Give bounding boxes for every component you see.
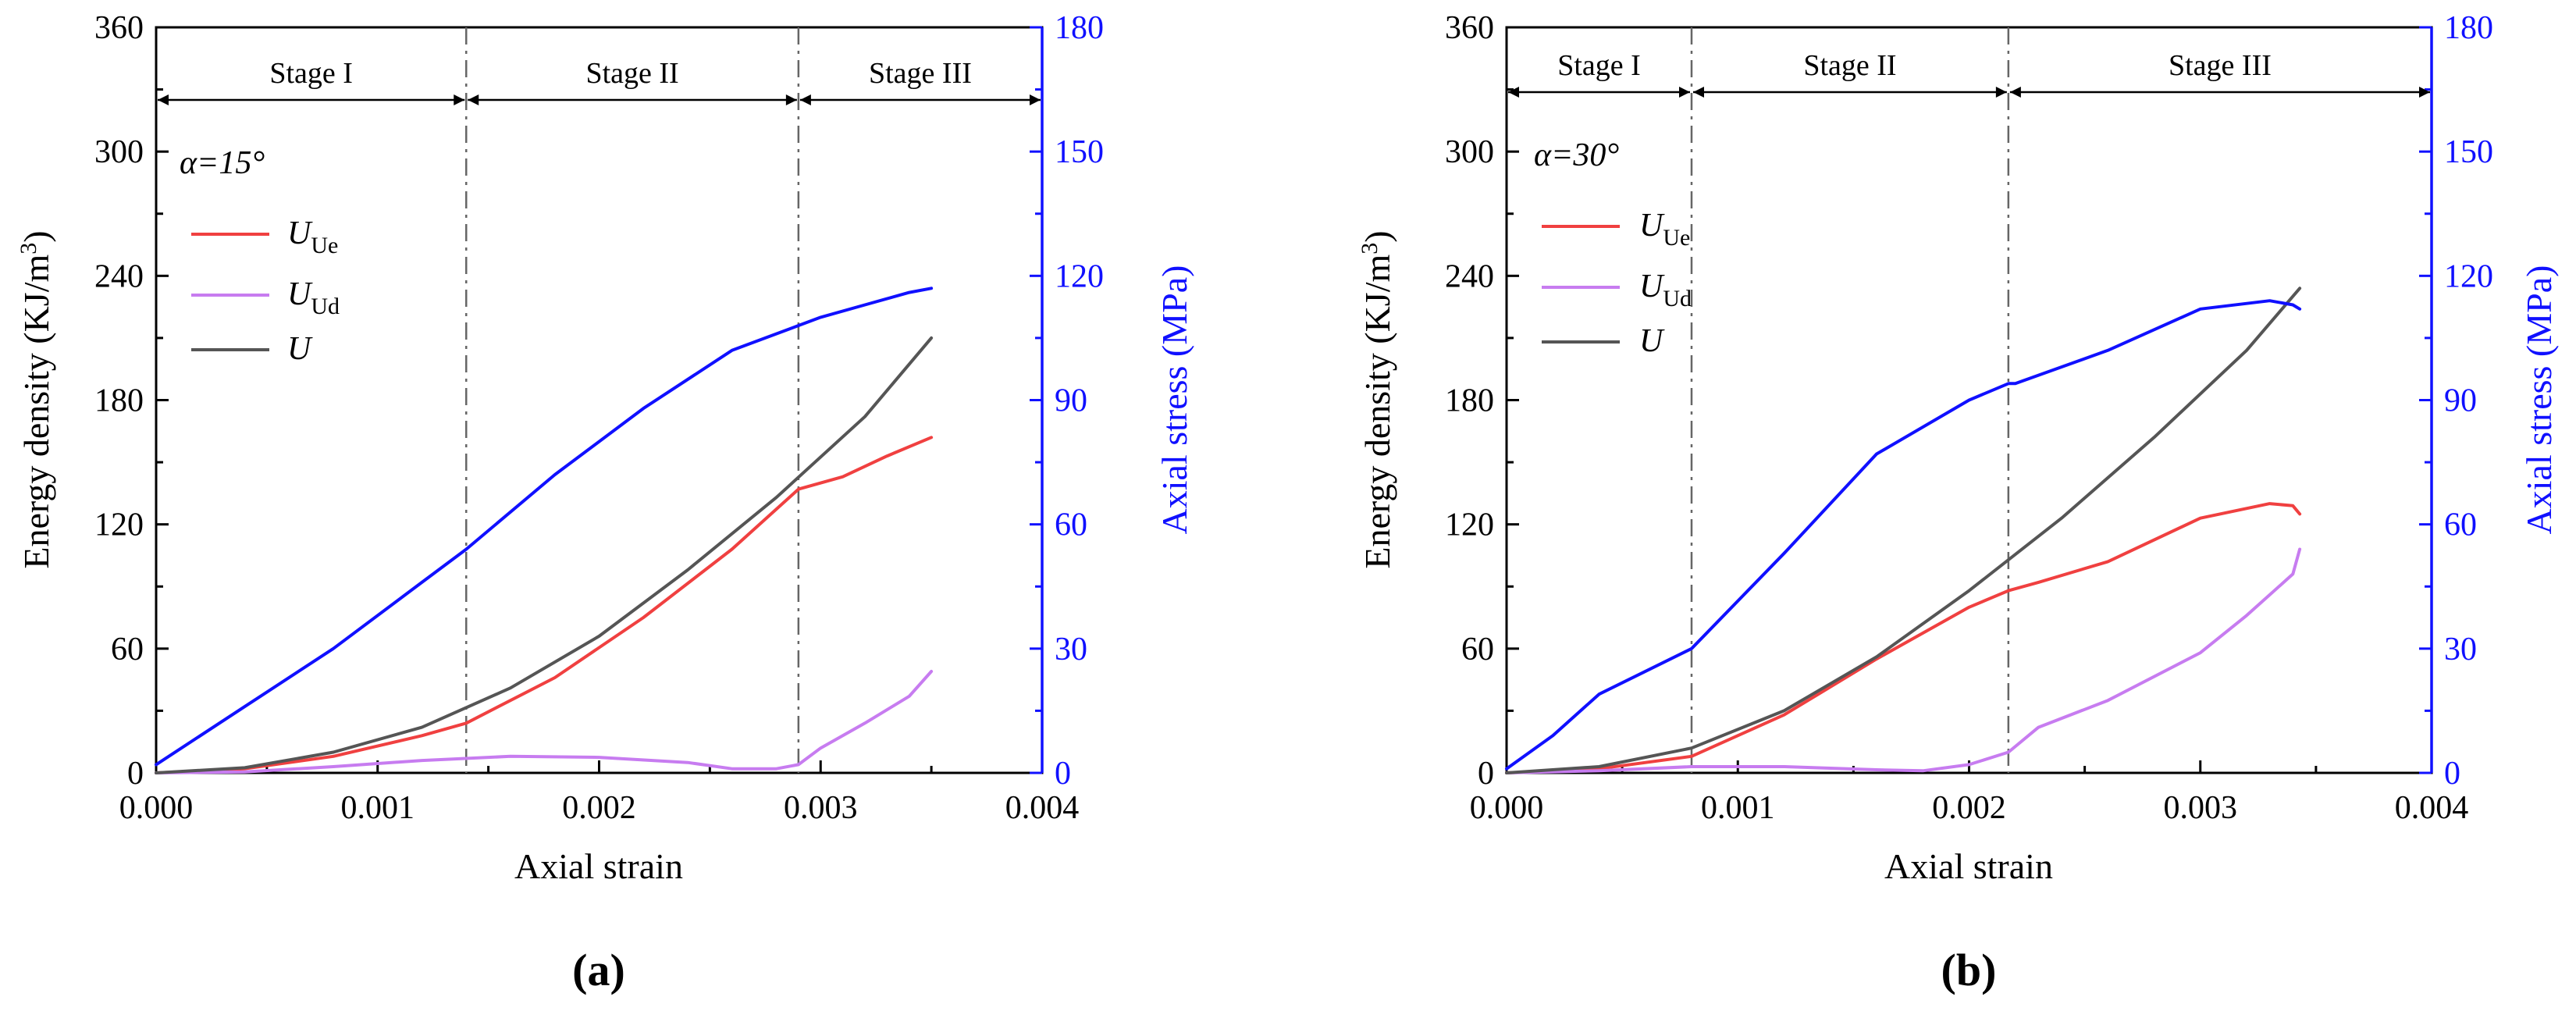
right-y-tick-label: 30 <box>2444 632 2477 667</box>
series-line-ud <box>155 670 934 774</box>
left-y-tick-label: 60 <box>1461 632 1494 667</box>
legend-label-ud: UUd <box>287 276 340 319</box>
left-y-ticks: 0 60 120 180 240 300 360 <box>1445 10 1519 792</box>
stage-arrow-head <box>2419 87 2430 98</box>
left-y-tick-label: 240 <box>1445 258 1494 294</box>
stage-arrow-head <box>158 94 169 105</box>
legend-label-ue: UUe <box>1639 208 1690 251</box>
left-y-tick-label: 360 <box>94 10 144 46</box>
right-y-tick-label: 30 <box>1055 632 1087 667</box>
legend-label-ue: UUe <box>287 215 338 258</box>
legend-label-u: U <box>287 331 313 367</box>
x-ticks: 0.000 0.001 0.002 0.003 0.004 <box>1470 760 2469 826</box>
series-line-ue <box>1505 502 2302 774</box>
series-line-ud <box>1505 547 2302 774</box>
left-y-tick-label: 180 <box>1445 383 1494 419</box>
stage-arrow-head <box>1508 87 1519 98</box>
left-y-tick-label: 180 <box>94 383 144 419</box>
right-y-tick-label: 90 <box>1055 383 1087 419</box>
angle-label: α=15° <box>180 145 265 181</box>
x-axis-label: Axial strain <box>514 846 683 886</box>
stage-arrow-head <box>2009 87 2021 98</box>
left-y-axis-label: Energy density (KJ/m3) <box>16 230 56 568</box>
stage-markers: Stage I Stage II Stage III <box>1508 27 2430 773</box>
stage-arrow-head <box>1693 87 1704 98</box>
right-y-tick-label: 0 <box>1055 756 1071 792</box>
angle-label: α=30° <box>1534 137 1619 173</box>
right-y-ticks: 0 30 60 90 120 150 180 <box>1030 10 1104 792</box>
x-axis-label: Axial strain <box>1884 846 2053 886</box>
plot-frame <box>155 26 1044 774</box>
left-y-tick-label: 240 <box>94 258 144 294</box>
legend: UUe UUd U <box>1542 208 1692 359</box>
right-y-tick-label: 180 <box>2444 10 2493 46</box>
x-tick-label: 0.002 <box>562 790 636 826</box>
left-y-tick-label: 0 <box>1478 756 1494 792</box>
left-y-tick-label: 300 <box>1445 134 1494 170</box>
right-y-tick-label: 60 <box>1055 507 1087 543</box>
stage-arrow-head <box>1030 94 1041 105</box>
right-y-tick-label: 120 <box>2444 258 2493 294</box>
stage-label-1: Stage I <box>1557 49 1641 82</box>
right-y-tick-label: 90 <box>2444 383 2477 419</box>
stage-arrow-head <box>1679 87 1690 98</box>
data-series <box>1505 287 2302 774</box>
data-series <box>155 287 934 774</box>
stage-label-2: Stage II <box>585 57 678 90</box>
legend-label-u: U <box>1639 323 1665 359</box>
chart-panel-a: 0.000 0.001 0.002 0.003 0.004 0 60 120 180 240 30… <box>16 10 1194 995</box>
right-y-tick-label: 60 <box>2444 507 2477 543</box>
x-tick-label: 0.001 <box>1701 790 1775 826</box>
stage-label-2: Stage II <box>1803 49 1896 82</box>
right-y-tick-label: 150 <box>2444 134 2493 170</box>
x-tick-label: 0.003 <box>2164 790 2238 826</box>
panel-label: (a) <box>572 945 625 995</box>
stage-arrow-head <box>468 94 479 105</box>
panel-label: (b) <box>1941 945 1997 995</box>
right-y-axis-label: Axial stress (MPa) <box>1155 265 1194 535</box>
stage-arrow-head <box>785 94 797 105</box>
left-y-tick-label: 0 <box>127 756 144 792</box>
series-line-ue <box>155 436 934 774</box>
right-y-axis-label: Axial stress (MPa) <box>2519 265 2559 535</box>
x-tick-label: 0.004 <box>2395 790 2469 826</box>
right-y-tick-label: 180 <box>1055 10 1104 46</box>
x-ticks: 0.000 0.001 0.002 0.003 0.004 <box>119 760 1080 826</box>
stage-label-3: Stage III <box>869 57 972 90</box>
series-line-axial-stress <box>1505 299 2302 771</box>
chart-panel-b: 0.000 0.001 0.002 0.003 0.004 0 60 120 180 240 30… <box>1357 10 2559 995</box>
right-y-ticks: 0 30 60 90 120 150 180 <box>2419 10 2493 792</box>
stage-markers: Stage I Stage II Stage III <box>158 27 1041 773</box>
x-tick-label: 0.000 <box>1470 790 1544 826</box>
left-y-tick-label: 120 <box>94 507 144 543</box>
series-line-u <box>155 336 934 774</box>
left-y-tick-label: 120 <box>1445 507 1494 543</box>
stage-arrow-head <box>799 94 811 105</box>
stage-label-3: Stage III <box>2169 49 2272 82</box>
stage-arrow-head <box>454 94 465 105</box>
x-tick-label: 0.001 <box>341 790 415 826</box>
left-y-tick-label: 60 <box>111 632 144 667</box>
stage-arrow-head <box>1995 87 2007 98</box>
x-tick-label: 0.003 <box>784 790 858 826</box>
legend-label-ud: UUd <box>1639 269 1692 311</box>
x-tick-label: 0.004 <box>1005 790 1080 826</box>
legend: UUe UUd U <box>191 215 340 367</box>
right-y-tick-label: 0 <box>2444 756 2460 792</box>
x-tick-label: 0.000 <box>119 790 194 826</box>
left-y-tick-label: 300 <box>94 134 144 170</box>
series-line-u <box>1505 287 2302 774</box>
right-y-tick-label: 120 <box>1055 258 1104 294</box>
right-y-tick-label: 150 <box>1055 134 1104 170</box>
left-y-tick-label: 360 <box>1445 10 1494 46</box>
series-line-axial-stress <box>155 287 934 767</box>
stage-label-1: Stage I <box>269 57 353 90</box>
left-y-axis-label: Energy density (KJ/m3) <box>1357 230 1397 568</box>
left-y-ticks: 0 60 120 180 240 300 360 <box>94 10 169 792</box>
x-tick-label: 0.002 <box>1932 790 2006 826</box>
